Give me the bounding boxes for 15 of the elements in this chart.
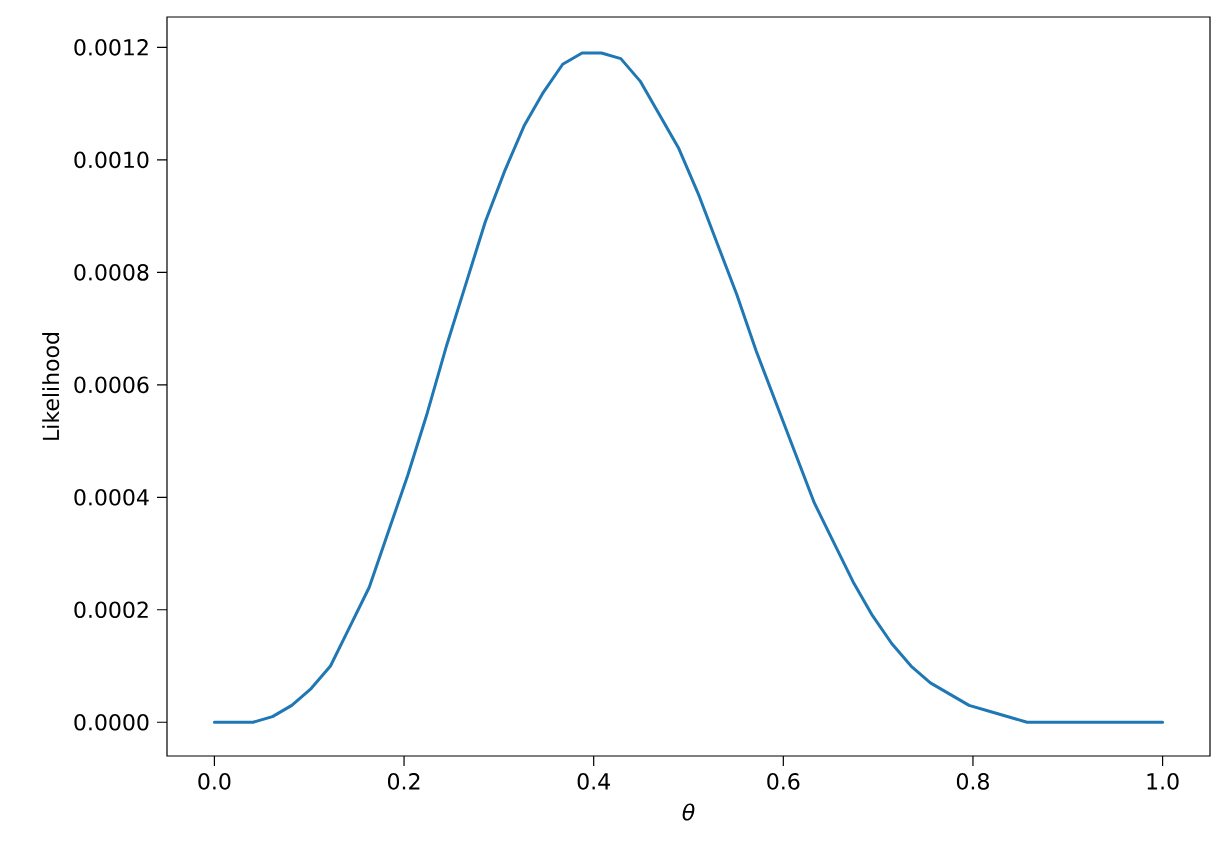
x-axis-title: θ [682, 803, 695, 821]
x-tick-label: 0.6 [767, 773, 800, 790]
y-tick-label: 0.0010 [74, 151, 149, 169]
y-tick-label: 0.0012 [74, 39, 148, 56]
y-axis-title: Likelihood [42, 333, 60, 440]
y-tick-label: 0.0008 [74, 264, 149, 281]
x-tick-label: 1.0 [1147, 773, 1179, 790]
x-tick-label: 0.0 [198, 773, 231, 790]
y-tick-label: 0.0006 [74, 376, 149, 394]
x-tick-label: 0.4 [577, 773, 610, 790]
y-tick-label: 0.0000 [74, 713, 149, 731]
y-tick-label: 0.0004 [74, 488, 149, 506]
x-tick-label: 0.8 [956, 773, 989, 790]
x-tick-label: 0.2 [388, 773, 420, 790]
y-tick-label: 0.0002 [74, 601, 148, 619]
